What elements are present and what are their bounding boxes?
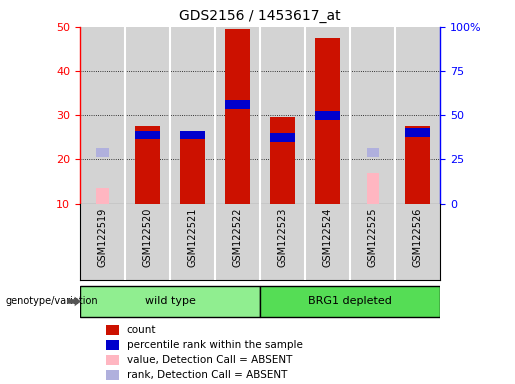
Bar xyxy=(170,27,215,204)
Text: GSM122523: GSM122523 xyxy=(278,207,287,267)
Bar xyxy=(270,118,295,204)
Bar xyxy=(80,27,125,204)
Bar xyxy=(135,126,160,204)
Bar xyxy=(305,27,350,204)
Text: GSM122525: GSM122525 xyxy=(368,207,377,267)
Bar xyxy=(96,188,109,204)
Bar xyxy=(225,29,250,204)
Bar xyxy=(367,148,379,157)
FancyBboxPatch shape xyxy=(260,286,440,317)
Text: GSM122524: GSM122524 xyxy=(323,207,333,267)
Bar xyxy=(396,27,440,204)
FancyBboxPatch shape xyxy=(80,286,260,317)
Text: GSM122519: GSM122519 xyxy=(97,207,107,266)
Bar xyxy=(180,131,205,139)
Text: rank, Detection Call = ABSENT: rank, Detection Call = ABSENT xyxy=(127,370,287,380)
Bar xyxy=(315,111,340,120)
Text: GSM122521: GSM122521 xyxy=(187,207,197,267)
Text: GSM122522: GSM122522 xyxy=(233,207,243,267)
Bar xyxy=(367,173,379,204)
Bar xyxy=(405,128,430,137)
Bar xyxy=(405,126,430,204)
Text: GSM122526: GSM122526 xyxy=(413,207,423,267)
Bar xyxy=(260,27,305,204)
Text: count: count xyxy=(127,325,157,335)
Title: GDS2156 / 1453617_at: GDS2156 / 1453617_at xyxy=(179,9,341,23)
Bar xyxy=(135,131,160,139)
Text: genotype/variation: genotype/variation xyxy=(5,296,98,306)
Bar xyxy=(215,27,260,204)
Bar xyxy=(225,100,250,109)
Text: wild type: wild type xyxy=(145,296,195,306)
Bar xyxy=(270,133,295,142)
Bar xyxy=(315,38,340,204)
Text: GSM122520: GSM122520 xyxy=(143,207,152,267)
Text: value, Detection Call = ABSENT: value, Detection Call = ABSENT xyxy=(127,355,292,365)
Bar xyxy=(106,355,119,365)
Text: BRG1 depleted: BRG1 depleted xyxy=(308,296,392,306)
Text: percentile rank within the sample: percentile rank within the sample xyxy=(127,340,303,350)
Bar xyxy=(125,27,170,204)
Bar xyxy=(106,340,119,350)
Bar xyxy=(350,27,396,204)
Bar xyxy=(96,148,109,157)
Bar xyxy=(106,325,119,335)
Bar xyxy=(180,135,205,204)
Bar xyxy=(106,370,119,380)
